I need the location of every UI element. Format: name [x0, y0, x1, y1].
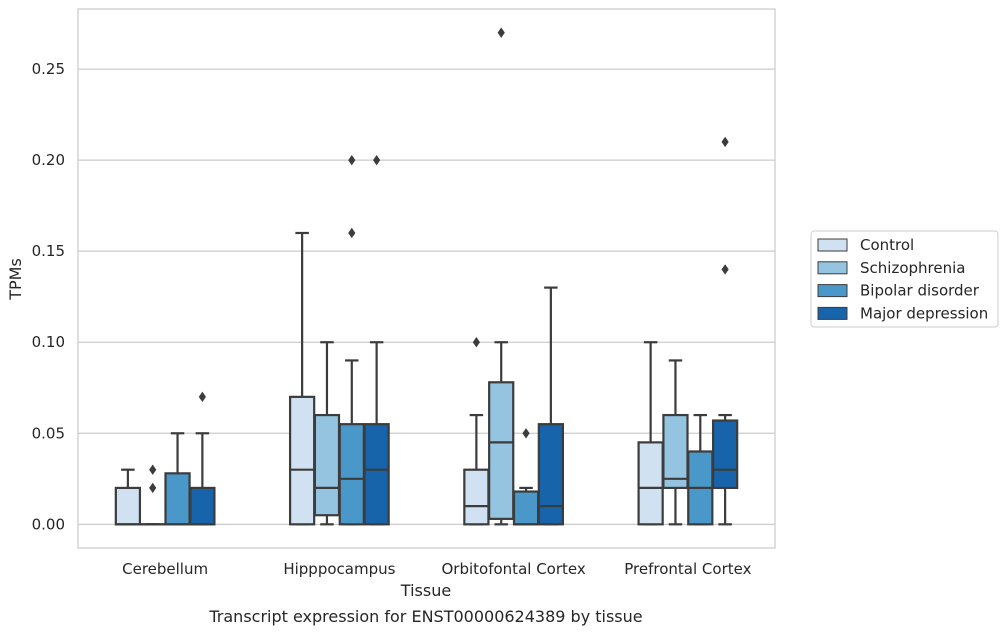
- box-control: [114, 468, 142, 526]
- y-tick-label: 0.05: [32, 424, 65, 442]
- legend: Control Schizophrenia Bipolar disorder Majo…: [810, 230, 999, 328]
- legend-label: Schizophrenia: [860, 259, 965, 277]
- legend-swatch: [817, 238, 848, 252]
- box-body: [662, 413, 689, 490]
- outlier-point: [721, 136, 729, 148]
- x-tick-label: Cerebellum: [122, 560, 208, 578]
- y-tick-label: 0.20: [32, 151, 65, 169]
- box-schizophrenia: [488, 27, 515, 526]
- box-major-depression: [537, 286, 565, 526]
- y-tick-labels: 0.00 0.05 0.10 0.15 0.20 0.25: [32, 60, 65, 533]
- y-tick-label: 0.10: [32, 333, 65, 351]
- box-major-depression: [363, 154, 390, 526]
- outlier-point: [198, 391, 206, 403]
- outlier-point: [472, 337, 480, 348]
- box-body: [637, 441, 664, 526]
- box-body: [164, 472, 191, 526]
- box-groups: [114, 27, 739, 526]
- box-control: [288, 231, 316, 526]
- legend-label: Control: [860, 236, 914, 254]
- box-bipolar-disorder: [338, 154, 365, 526]
- box-major-depression: [711, 136, 739, 526]
- box-bipolar-disorder: [687, 413, 714, 526]
- y-tick-label: 0.25: [32, 60, 65, 78]
- outlier-point: [721, 264, 729, 275]
- legend-label: Bipolar disorder: [860, 282, 980, 300]
- chart-caption: Transcript expression for ENST0000062438…: [208, 607, 642, 626]
- x-axis-label: Tissue: [400, 581, 451, 600]
- box-body: [288, 395, 316, 526]
- legend-frame: [810, 230, 999, 328]
- outlier-point: [149, 482, 157, 494]
- box-body: [189, 486, 216, 526]
- box-body: [537, 423, 565, 526]
- box-bipolar-disorder: [512, 428, 540, 526]
- box-body: [338, 423, 365, 526]
- box-control: [463, 337, 490, 526]
- y-tick-label: 0.15: [32, 242, 65, 260]
- y-tick-label: 0.00: [32, 515, 65, 533]
- outlier-point: [497, 27, 505, 38]
- box-body: [114, 486, 142, 526]
- outlier-point: [149, 464, 157, 475]
- box-control: [637, 341, 664, 526]
- legend-label: Major depression: [860, 304, 988, 322]
- box-body: [711, 419, 739, 490]
- x-tick-labels: Cerebellum Hipppocampus Orbitofontal Corte…: [122, 560, 751, 578]
- box-major-depression: [189, 391, 216, 526]
- legend-swatch: [817, 261, 848, 275]
- outlier-point: [348, 154, 356, 166]
- x-tick-label: Orbitofontal Cortex: [442, 560, 586, 578]
- outlier-point: [348, 227, 356, 239]
- legend-swatch: [817, 306, 848, 320]
- legend-swatch: [817, 284, 848, 298]
- outlier-point: [373, 154, 381, 166]
- box-schizophrenia: [662, 359, 689, 526]
- outlier-point: [522, 428, 530, 439]
- box-body: [463, 468, 490, 526]
- box-body: [512, 490, 540, 526]
- y-axis-label: TPMs: [6, 258, 25, 301]
- box-body: [488, 381, 515, 520]
- plot-frame: [77, 8, 776, 549]
- box-body: [313, 413, 341, 517]
- box-schizophrenia: [139, 464, 166, 526]
- x-tick-label: Prefrontal Cortex: [624, 560, 751, 578]
- box-schizophrenia: [313, 341, 341, 526]
- x-tick-label: Hipppocampus: [283, 560, 395, 578]
- box-bipolar-disorder: [164, 432, 191, 526]
- box-body: [363, 423, 390, 526]
